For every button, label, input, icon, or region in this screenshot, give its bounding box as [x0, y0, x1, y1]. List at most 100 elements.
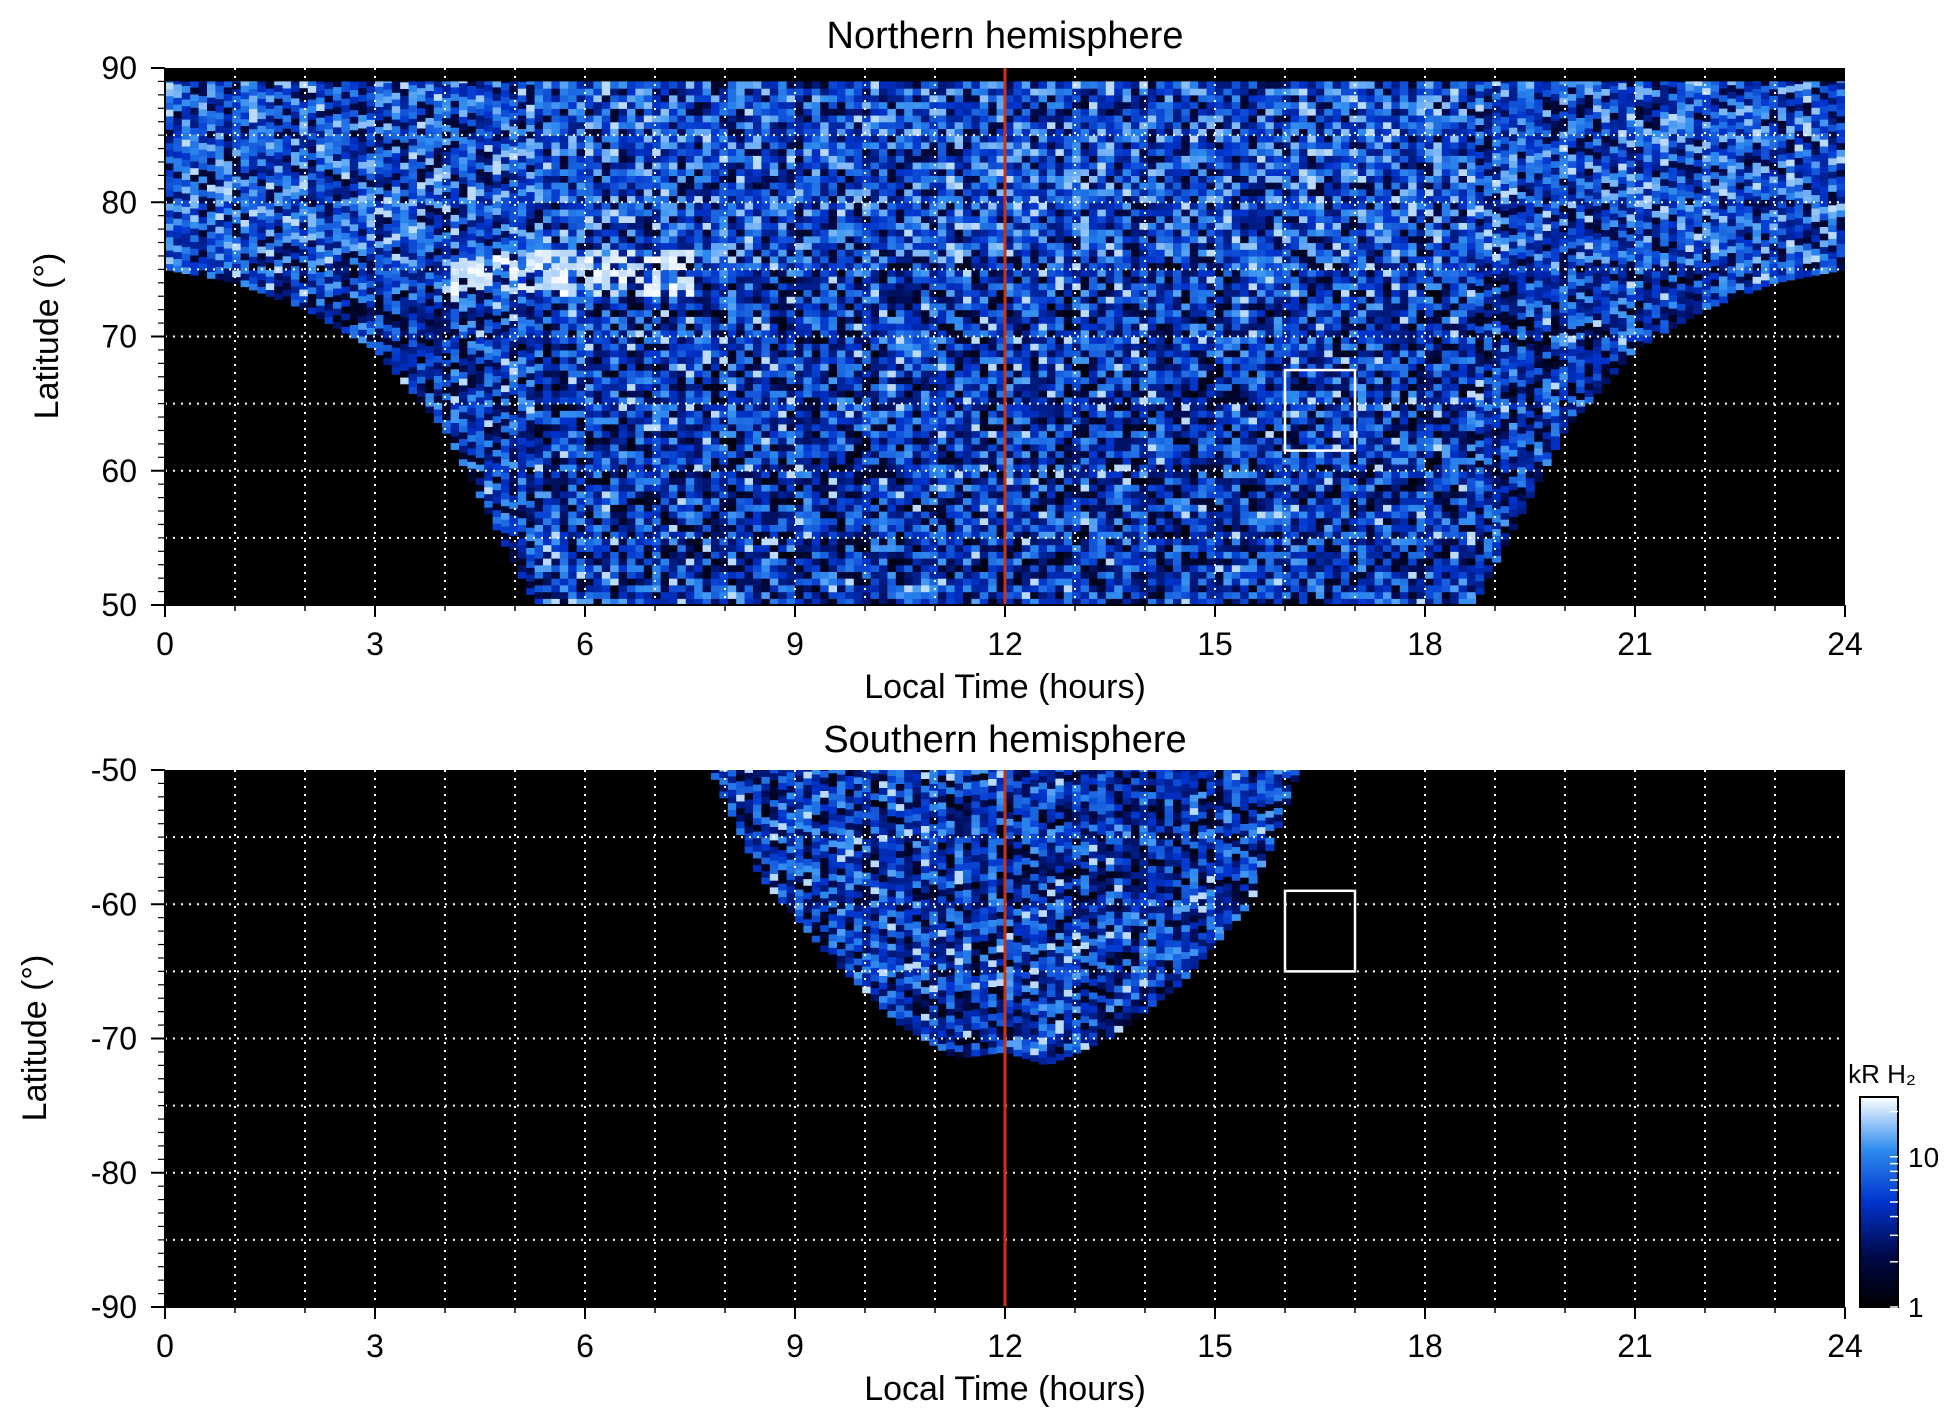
heatmap-cell [240, 246, 250, 254]
heatmap-cell [643, 182, 653, 190]
heatmap-cell [517, 289, 527, 297]
heatmap-cell [181, 246, 191, 254]
heatmap-cell [425, 171, 435, 179]
heatmap-cell [778, 255, 788, 264]
heatmap-cell [753, 376, 762, 385]
heatmap-cell [795, 423, 804, 432]
heatmap-cell [711, 329, 720, 338]
heatmap-cell [635, 551, 645, 559]
heatmap-cell [526, 164, 536, 172]
heatmap-cell [837, 162, 846, 170]
heatmap-cell [190, 234, 200, 242]
heatmap-cell [753, 188, 762, 197]
heatmap-cell [425, 365, 435, 374]
heatmap-cell [274, 111, 284, 119]
heatmap-cell [677, 450, 687, 458]
heatmap-cell [694, 282, 704, 291]
heatmap-cell [677, 383, 687, 391]
heatmap-cell [307, 300, 317, 308]
heatmap-cell [551, 564, 561, 572]
heatmap-cell [660, 457, 670, 465]
heatmap-cell [685, 135, 695, 143]
heatmap-cell [845, 571, 855, 579]
heatmap-cell [274, 124, 284, 133]
heatmap-cell [576, 276, 586, 284]
heatmap-cell [618, 450, 628, 458]
heatmap-cell [627, 141, 636, 150]
heatmap-cell [618, 148, 628, 156]
heatmap-cell [593, 175, 603, 183]
heatmap-cell [669, 202, 678, 210]
heatmap-cell [853, 343, 863, 351]
heatmap-cell [744, 403, 754, 411]
heatmap-cell [543, 182, 552, 190]
heatmap-cell [450, 227, 460, 236]
heatmap-cell [526, 466, 536, 474]
heatmap-cell [207, 238, 216, 246]
heatmap-cell [702, 537, 712, 546]
heatmap-cell [828, 282, 838, 291]
heatmap-cell [610, 195, 620, 203]
heatmap-cell [509, 474, 519, 483]
heatmap-cell [803, 282, 813, 291]
heatmap-cell [324, 108, 334, 116]
heatmap-cell [576, 417, 586, 425]
heatmap-cell [702, 155, 712, 163]
heatmap-cell [509, 266, 519, 274]
heatmap-cell [526, 225, 536, 233]
heatmap-cell [711, 94, 720, 103]
heatmap-cell [853, 108, 863, 116]
heatmap-cell [534, 162, 544, 170]
heatmap-cell [618, 477, 628, 485]
heatmap-cell [551, 269, 561, 277]
heatmap-cell [618, 202, 628, 210]
heatmap-cell [669, 195, 678, 203]
heatmap-cell [593, 155, 603, 163]
heatmap-cell [534, 383, 544, 391]
heatmap-cell [417, 154, 426, 162]
heatmap-cell [769, 289, 779, 297]
heatmap-cell [669, 336, 678, 344]
heatmap-cell [803, 490, 813, 499]
heatmap-cell [660, 390, 670, 398]
heatmap-cell [467, 427, 477, 436]
heatmap-cell [190, 93, 200, 102]
heatmap-cell [845, 443, 855, 452]
heatmap-cell [467, 132, 477, 140]
heatmap-cell [265, 229, 275, 237]
heatmap-cell [627, 591, 636, 599]
heatmap-cell [291, 252, 300, 260]
heatmap-cell [820, 249, 830, 257]
heatmap-cell [677, 477, 687, 485]
heatmap-cell [433, 395, 443, 403]
heatmap-cell [475, 195, 485, 203]
heatmap-cell [534, 443, 544, 452]
heatmap-cell [551, 363, 561, 371]
heatmap-cell [769, 302, 779, 311]
heatmap-cell [660, 558, 670, 566]
heatmap-cell [526, 97, 536, 105]
heatmap-cell [417, 168, 426, 176]
heatmap-cell [711, 162, 720, 170]
heatmap-cell [702, 396, 712, 405]
heatmap-cell [517, 215, 527, 223]
heatmap-cell [501, 324, 510, 332]
heatmap-cell [257, 152, 267, 160]
heatmap-cell [811, 464, 821, 472]
heatmap-cell [417, 369, 426, 377]
heatmap-cell [610, 470, 620, 479]
heatmap-cell [669, 584, 678, 593]
heatmap-cell [660, 403, 670, 411]
heatmap-cell [190, 107, 200, 115]
heatmap-cell [257, 105, 267, 113]
heatmap-cell [820, 168, 830, 176]
heatmap-cell [568, 544, 578, 552]
heatmap-cell [593, 128, 603, 136]
heatmap-cell [165, 82, 174, 90]
heatmap-cell [618, 349, 628, 358]
heatmap-cell [627, 202, 636, 210]
heatmap-cell [769, 202, 779, 210]
heatmap-cell [837, 229, 846, 237]
heatmap-cell [576, 269, 586, 277]
heatmap-cell [853, 349, 863, 358]
